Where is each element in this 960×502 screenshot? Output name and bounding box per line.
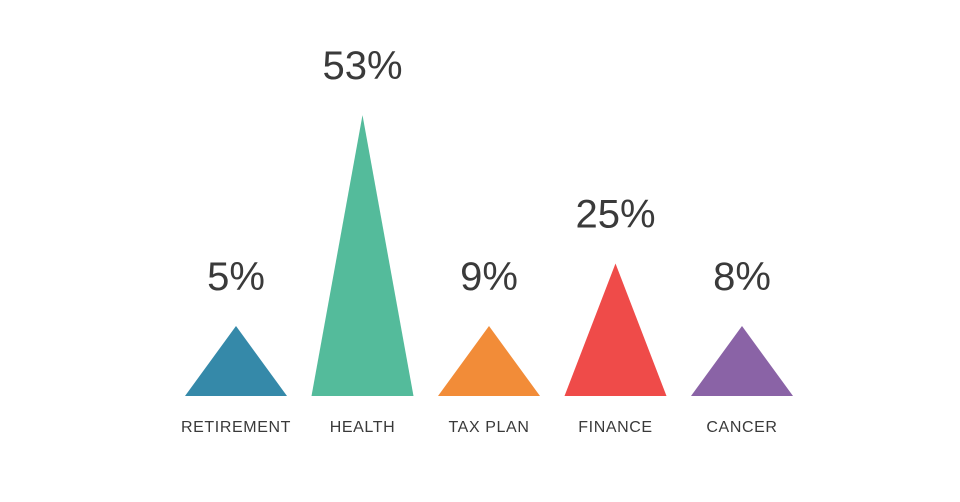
triangle-bar-cancer	[691, 326, 793, 396]
category-label: TAX PLAN	[449, 419, 530, 436]
category-label: HEALTH	[330, 419, 396, 436]
category-label: RETIREMENT	[181, 419, 291, 436]
chart-marks	[185, 115, 793, 396]
triangle-bar-finance	[564, 263, 667, 396]
category-labels: RETIREMENT HEALTH TAX PLAN FINANCE CANCER	[181, 419, 777, 436]
value-label: 53%	[322, 44, 402, 88]
category-label: CANCER	[706, 419, 777, 436]
value-labels: 5% 53% 9% 25% 8%	[207, 44, 771, 299]
value-label: 8%	[713, 255, 771, 299]
value-label: 25%	[575, 193, 655, 237]
value-label: 5%	[207, 255, 265, 299]
triangle-bar-tax-plan	[438, 326, 540, 396]
value-label: 9%	[460, 255, 518, 299]
category-label: FINANCE	[578, 419, 652, 436]
triangle-bar-health	[311, 115, 414, 396]
triangle-bar-retirement	[185, 326, 287, 396]
